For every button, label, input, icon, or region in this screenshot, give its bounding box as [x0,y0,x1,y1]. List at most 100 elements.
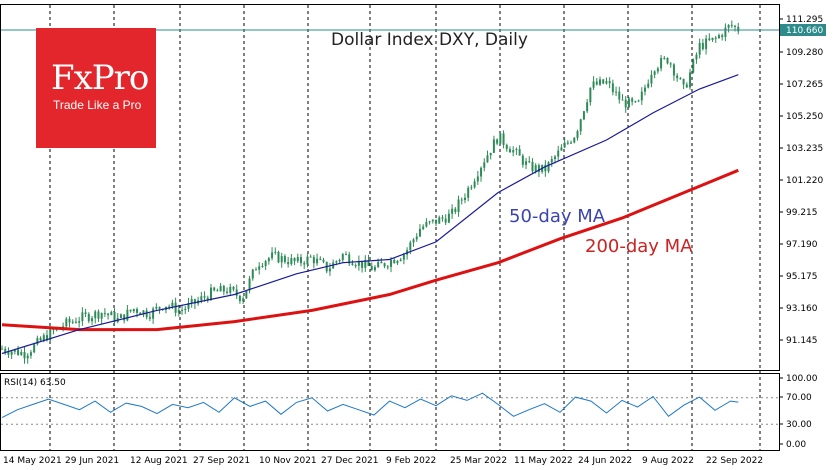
candle-body [724,27,727,38]
candle-body [348,254,351,264]
candle-body [142,310,145,315]
candle-body [412,239,415,243]
candle-body [364,259,367,268]
candle-body [328,268,331,272]
candle-body [213,287,216,291]
candle-body [483,162,486,168]
candle-body [582,111,585,120]
candle-body [274,251,277,253]
candle-body [618,91,621,100]
candle-body [97,311,100,319]
chart-title: Dollar Index DXY, Daily [331,30,528,50]
candle-body [139,312,142,315]
candle-body [383,263,386,267]
rsi-tick-label: 30.00 [786,420,812,430]
candle-body [480,167,483,177]
candle-body [235,289,238,296]
x-tick-label: 27 Sep 2021 [193,456,250,466]
candle-body [672,64,675,76]
candle-body [380,261,383,264]
candle-body [451,208,454,214]
candle-body [431,219,434,222]
candle-body [216,290,219,292]
vertical-grid [49,5,761,450]
candle-body [119,314,122,318]
candle-body [171,302,174,307]
candle-body [4,348,7,353]
candle-body [496,139,499,144]
candle-body [319,258,322,260]
candle-body [560,147,563,151]
candle-body [528,161,531,163]
candle-body [689,72,692,88]
candle-body [158,306,161,309]
candle-body [621,99,624,101]
candle-body [409,242,412,251]
candle-body [290,258,293,265]
candle-body [730,24,733,26]
candle-body [634,101,637,103]
candle-body [595,81,598,85]
candle-body [390,259,393,267]
candle-body [599,79,602,85]
last-price-tag [780,24,826,36]
y-tick-label: 99.215 [786,208,818,218]
candle-body [190,299,193,304]
x-tick-label: 22 Sep 2022 [706,456,763,466]
candle-body [49,328,52,341]
candle-body [460,199,463,201]
candle-body [544,164,547,172]
price-candles [1,20,740,364]
candle-body [615,91,618,93]
candle-body [557,150,560,157]
candle-body [679,78,682,80]
rsi-axis: 100.00 70.00 30.00 0.00 [779,374,818,450]
candle-body [335,261,338,263]
candle-body [370,265,373,271]
rsi-tick-label: 0.00 [786,440,806,450]
candle-body [71,321,74,323]
candle-body [81,312,84,322]
candle-body [447,213,450,223]
candle-body [402,254,405,260]
candle-body [415,236,418,240]
candle-body [261,265,264,267]
candle-body [42,335,45,341]
ma200-label: 200-day MA [585,236,693,257]
candle-body [444,218,447,223]
y-tick-label: 105.250 [786,112,823,122]
candle-body [515,149,518,151]
candle-body [502,133,505,145]
logo-tagline: Trade Like a Pro [53,98,142,112]
candle-body [322,259,325,262]
candle-body [682,78,685,85]
x-tick-label: 12 Aug 2021 [130,456,188,466]
candle-body [486,155,489,163]
price-panel-frame [0,4,780,371]
candle-body [563,142,566,148]
candle-body [129,309,132,312]
rsi-indicator-label: RSI(14) 63.50 [4,378,66,388]
candle-body [174,302,177,313]
candle-body [123,314,126,321]
candle-body [525,161,528,165]
candle-body [46,335,49,341]
candle-body [499,133,502,144]
candle-body [52,328,55,331]
candle-body [103,312,106,314]
candle-body [184,308,187,310]
candle-body [187,303,190,309]
candle-body [463,197,466,201]
x-tick-label: 14 May 2021 [3,456,62,466]
candle-body [20,351,23,355]
candle-body [650,74,653,84]
x-tick-label: 10 Nov 2021 [259,456,317,466]
candle-body [23,351,26,359]
price-axis: 111.295 109.280 107.265 105.250 103.235 … [779,15,823,346]
ma50-label: 50-day MA [509,206,606,227]
candle-body [193,299,196,304]
y-tick-label: 95.175 [786,272,818,282]
candle-body [13,349,16,352]
candle-body [152,308,155,319]
